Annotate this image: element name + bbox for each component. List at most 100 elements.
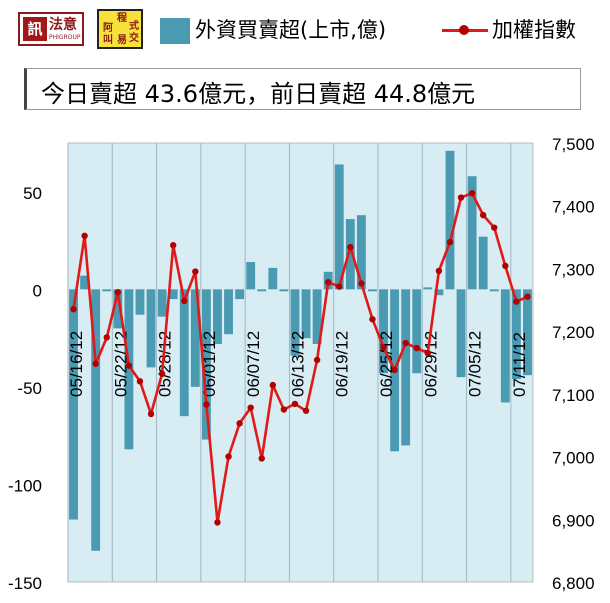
bar bbox=[445, 150, 455, 290]
y-left-tick-label: -150 bbox=[8, 574, 42, 593]
bar bbox=[235, 289, 245, 300]
bar bbox=[246, 262, 256, 290]
index-point bbox=[402, 339, 409, 347]
y-right-tick-label: 6,900 bbox=[552, 511, 595, 530]
index-point bbox=[391, 366, 398, 374]
summary-text: 今日賣超 43.6億元，前日賣超 44.8億元 bbox=[41, 80, 476, 108]
phigroup-logo: 訊 法意 PHIGROUP bbox=[18, 12, 84, 46]
bar bbox=[80, 275, 90, 290]
bar bbox=[290, 289, 300, 356]
index-point bbox=[468, 189, 476, 197]
program-trading-logo: 程 式 交 易 阿 叫 bbox=[97, 9, 143, 49]
bar bbox=[224, 289, 233, 335]
index-point bbox=[125, 362, 133, 369]
bar bbox=[69, 289, 78, 520]
index-point bbox=[324, 279, 332, 286]
bar bbox=[113, 289, 123, 329]
index-point bbox=[92, 360, 99, 367]
index-point bbox=[225, 453, 232, 460]
index-point bbox=[491, 224, 498, 231]
summary-box: 今日賣超 43.6億元，前日賣超 44.8億元 bbox=[24, 68, 581, 110]
legend-line-marker bbox=[459, 25, 469, 35]
index-point bbox=[192, 268, 199, 275]
index-point bbox=[214, 519, 221, 526]
y-right-tick-label: 7,500 bbox=[552, 135, 595, 154]
bar bbox=[500, 289, 510, 403]
index-point bbox=[479, 211, 487, 219]
index-point bbox=[169, 242, 177, 249]
logo-name: 法意 bbox=[49, 17, 77, 33]
logo2-char: 阿 bbox=[103, 23, 113, 34]
bar bbox=[467, 176, 477, 290]
index-point bbox=[258, 455, 265, 462]
x-tick-label: 06/19/12 bbox=[333, 331, 352, 397]
x-tick-label: 06/07/12 bbox=[244, 331, 263, 397]
bar bbox=[168, 289, 178, 300]
index-point bbox=[413, 344, 420, 352]
index-point bbox=[158, 370, 166, 377]
x-tick-label: 07/05/12 bbox=[466, 331, 485, 397]
index-point bbox=[236, 420, 243, 427]
y-right-tick-label: 7,400 bbox=[552, 198, 595, 217]
index-point bbox=[280, 406, 288, 413]
legend-bar-swatch bbox=[160, 18, 190, 44]
y-right-tick-label: 7,300 bbox=[552, 260, 595, 279]
index-point bbox=[269, 381, 277, 389]
index-point bbox=[358, 280, 365, 287]
bar bbox=[379, 289, 388, 374]
bar bbox=[301, 289, 311, 339]
bar bbox=[523, 289, 532, 376]
index-point bbox=[380, 344, 387, 351]
index-point bbox=[502, 262, 509, 270]
index-point bbox=[457, 194, 465, 201]
index-point bbox=[70, 305, 77, 313]
index-point bbox=[114, 289, 122, 296]
index-point bbox=[424, 349, 432, 357]
index-point bbox=[181, 297, 188, 305]
index-point bbox=[347, 243, 354, 251]
bar bbox=[279, 289, 289, 292]
index-point bbox=[435, 267, 443, 275]
index-point bbox=[147, 410, 155, 418]
bar bbox=[190, 289, 200, 387]
bar bbox=[423, 287, 433, 290]
bar bbox=[401, 289, 411, 446]
index-point bbox=[369, 316, 376, 323]
y-right-tick-label: 6,800 bbox=[552, 574, 595, 593]
bar bbox=[434, 289, 444, 296]
bar bbox=[412, 289, 422, 374]
logo-mark: 訊 bbox=[23, 17, 47, 41]
index-point bbox=[446, 238, 454, 246]
index-point bbox=[291, 400, 299, 408]
logo2-char: 程 bbox=[117, 13, 127, 24]
bar bbox=[213, 289, 222, 344]
bar bbox=[124, 289, 134, 450]
y-right-tick-label: 7,100 bbox=[552, 386, 595, 405]
index-point bbox=[302, 407, 310, 414]
index-point bbox=[336, 283, 343, 290]
bar bbox=[91, 289, 101, 551]
index-point bbox=[247, 404, 254, 411]
bar bbox=[356, 215, 366, 290]
index-point bbox=[203, 401, 210, 408]
bar bbox=[489, 289, 499, 292]
y-left-tick-label: -50 bbox=[17, 379, 42, 398]
bar bbox=[257, 289, 267, 292]
bar bbox=[201, 289, 211, 440]
x-tick-label: 07/11/12 bbox=[510, 332, 529, 397]
index-point bbox=[524, 293, 531, 300]
bar bbox=[268, 267, 278, 290]
bar bbox=[157, 289, 167, 317]
legend-bar-label: 外資買賣超(上市,億) bbox=[195, 18, 387, 42]
x-tick-label: 05/16/12 bbox=[67, 331, 86, 397]
y-left-tick-label: -100 bbox=[8, 476, 42, 495]
logo-subtitle: PHIGROUP bbox=[49, 34, 81, 41]
index-point bbox=[313, 356, 321, 364]
bar bbox=[135, 289, 145, 315]
bar bbox=[456, 289, 466, 378]
index-point bbox=[136, 378, 144, 385]
legend-line-label: 加權指數 bbox=[492, 18, 576, 42]
y-left-tick-label: 0 bbox=[33, 281, 42, 300]
bar bbox=[146, 289, 156, 368]
